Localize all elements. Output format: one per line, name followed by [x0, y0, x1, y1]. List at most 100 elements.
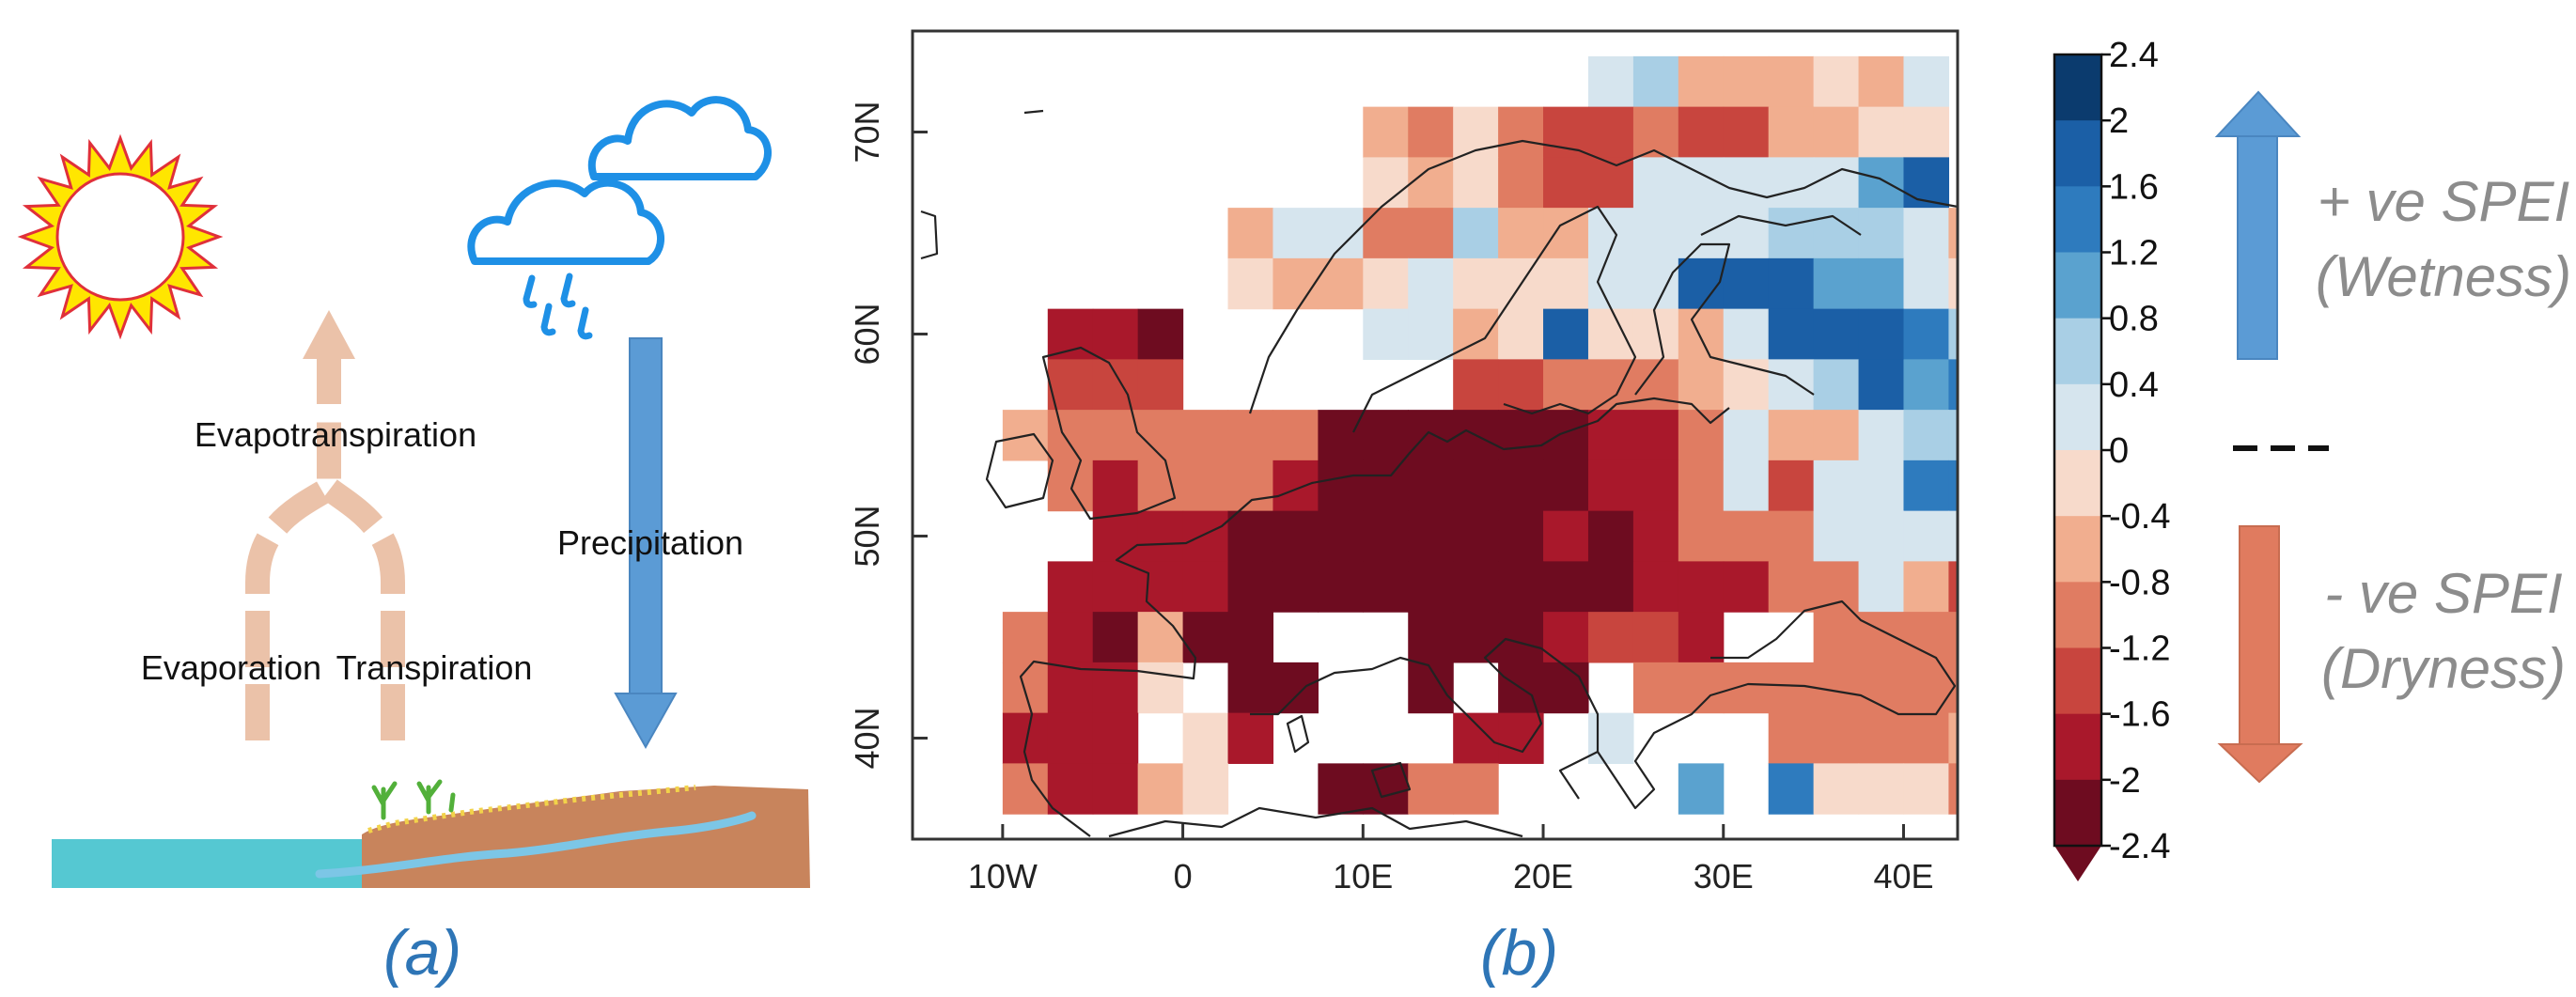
rain-cloud-icon: [467, 179, 665, 265]
spei-cell: [1272, 662, 1319, 714]
spei-cell: [1453, 257, 1499, 310]
spei-cell: [1182, 410, 1229, 461]
spei-cell: [1047, 561, 1094, 613]
spei-cell: [1632, 55, 1679, 108]
spei-cell: [1858, 55, 1905, 108]
spei-cell: [1723, 410, 1770, 461]
spei-cell: [1903, 55, 1950, 108]
spei-cell: [1678, 257, 1725, 310]
spei-cell: [1408, 106, 1454, 158]
colorbar-segment: [2054, 186, 2101, 253]
spei-cell: [1363, 308, 1409, 360]
colorbar-segment: [2054, 318, 2101, 385]
spei-cell: [1543, 257, 1589, 310]
spei-cell: [1768, 561, 1815, 613]
panel-b-label: (b): [1480, 917, 1559, 989]
spei-cell: [1768, 308, 1815, 360]
spei-cell: [1678, 106, 1725, 158]
spei-cell: [1408, 208, 1454, 259]
spei-cell: [1768, 157, 1815, 209]
spei-cell: [1632, 257, 1679, 310]
spei-cell: [1678, 460, 1725, 512]
spei-cell: [1002, 763, 1049, 815]
spei-cell: [1272, 460, 1319, 512]
spei-cell: [1453, 460, 1499, 512]
lon-tick-label: 0: [1174, 857, 1193, 896]
spei-cell: [1723, 106, 1770, 158]
spei-cell: [1543, 106, 1589, 158]
spei-cell: [1723, 55, 1770, 108]
colorbar-tick-label: 0: [2109, 431, 2129, 471]
spei-cell: [1903, 308, 1950, 360]
panel-a-label: (a): [383, 917, 462, 989]
evaporation-label: Evaporation: [141, 648, 321, 687]
spei-grid-cells: [1002, 55, 1959, 815]
spei-cell: [1363, 157, 1409, 209]
spei-cell: [1813, 359, 1860, 411]
spei-cell: [1137, 612, 1184, 663]
spei-cell: [1092, 460, 1139, 512]
spei-cell: [1813, 712, 1860, 764]
spei-cell: [1813, 308, 1860, 360]
colorbar-min-arrow: [2054, 846, 2101, 881]
spei-cell: [1498, 308, 1544, 360]
colorbar-tick-label: 1.2: [2109, 234, 2159, 273]
spei-cell: [1092, 712, 1139, 764]
spei-cell: [1408, 257, 1454, 310]
spei-cell: [1318, 208, 1364, 259]
spei-cell: [1587, 612, 1634, 663]
spei-cell: [1587, 561, 1634, 613]
colorbar-tick-label: 2.4: [2109, 36, 2159, 75]
spei-cell: [1092, 410, 1139, 461]
spei-cell: [1137, 561, 1184, 613]
spei-cell: [1453, 308, 1499, 360]
spei-cell: [1587, 157, 1634, 209]
spei-cell: [1318, 257, 1364, 310]
spei-cell: [1903, 712, 1950, 764]
spei-cell: [1903, 106, 1950, 158]
spei-cell: [1498, 460, 1544, 512]
spei-cell: [1948, 410, 1959, 461]
lon-tick-label: 40E: [1873, 857, 1933, 896]
spei-cell: [1858, 157, 1905, 209]
spei-cell: [1453, 208, 1499, 259]
spei-cell: [1858, 359, 1905, 411]
spei-cell: [1498, 157, 1544, 209]
spei-cell: [1092, 612, 1139, 663]
spei-cell: [1587, 410, 1634, 461]
wetness-line-1: + ve SPEI: [2317, 170, 2570, 233]
spei-cell: [1903, 257, 1950, 310]
landscape-illustration: [52, 779, 810, 888]
spei-cell: [1587, 55, 1634, 108]
spei-cell: [1408, 561, 1454, 613]
spei-cell: [1768, 410, 1815, 461]
spei-cell: [1182, 460, 1229, 512]
spei-cell: [1587, 712, 1634, 764]
spei-cell: [1002, 612, 1049, 663]
spei-cell: [1182, 561, 1229, 613]
spei-cell: [1768, 662, 1815, 714]
precipitation-label: Precipitation: [557, 523, 743, 562]
spei-cell: [1543, 208, 1589, 259]
spei-cell: [1227, 510, 1274, 562]
spei-cell: [1587, 460, 1634, 512]
spei-cell: [1227, 208, 1274, 259]
spei-cell: [1408, 510, 1454, 562]
spei-cell: [1632, 460, 1679, 512]
colorbar-segment: [2054, 713, 2101, 781]
dryness-legend-text: - ve SPEI (Dryness): [2307, 556, 2576, 707]
spei-cell: [1903, 510, 1950, 562]
spei-cell: [1498, 106, 1544, 158]
spei-cell: [1903, 359, 1950, 411]
spei-cell: [1318, 410, 1364, 461]
spei-cell: [1363, 208, 1409, 259]
spei-cell: [1047, 763, 1094, 815]
colorbar-tick-label: -0.4: [2109, 497, 2170, 537]
spei-cell: [1813, 157, 1860, 209]
spei-cell: [1768, 208, 1815, 259]
spei-cell: [1587, 106, 1634, 158]
spei-cell: [1903, 208, 1950, 259]
spei-cell: [1768, 257, 1815, 310]
spei-cell: [1272, 257, 1319, 310]
latitude-axis: 70N 60N 50N 40N: [848, 101, 928, 770]
